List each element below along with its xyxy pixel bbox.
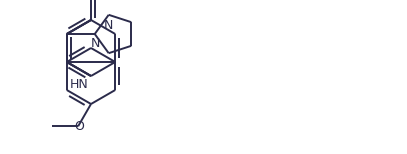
Text: HN: HN	[70, 78, 89, 91]
Text: O: O	[74, 120, 84, 133]
Text: N: N	[91, 37, 101, 50]
Text: N: N	[104, 19, 113, 32]
